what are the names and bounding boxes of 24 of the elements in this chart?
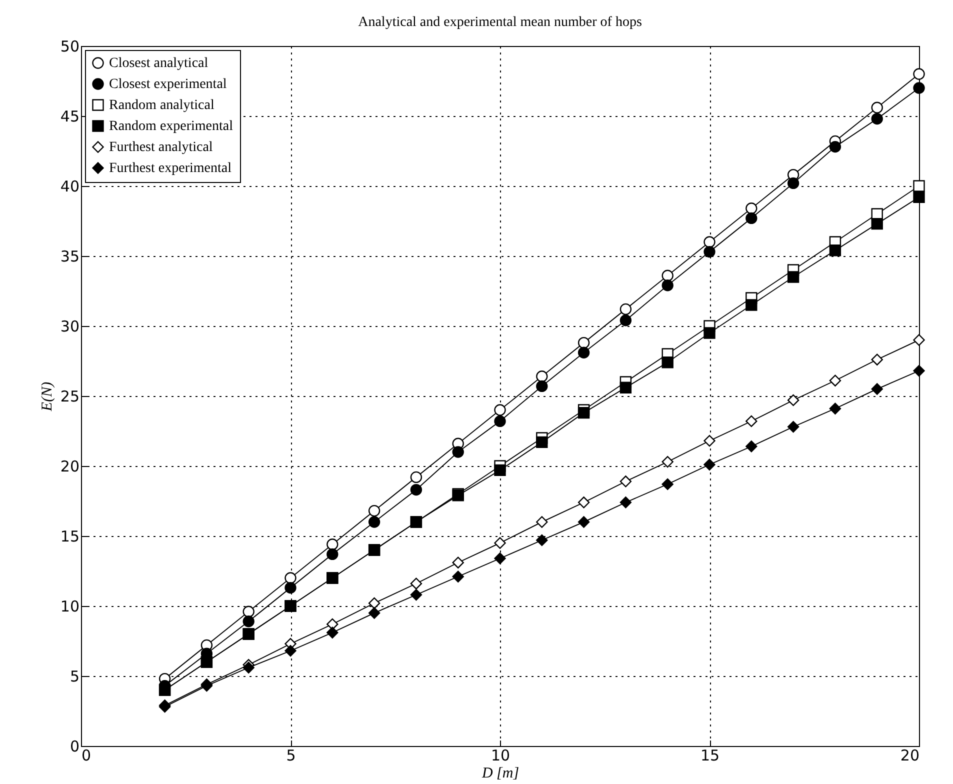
- y-axis-title: E(N): [39, 382, 56, 412]
- y-tick-label: 20: [60, 458, 80, 476]
- legend-label: Closest experimental: [109, 77, 227, 92]
- legend-label: Furthest experimental: [109, 161, 232, 176]
- x-tick-label: 15: [700, 746, 720, 764]
- y-tick-label: 30: [60, 318, 80, 336]
- chart-title: Analytical and experimental mean number of hops: [358, 15, 642, 30]
- y-tick-label: 40: [60, 178, 80, 196]
- y-tick-label: 10: [60, 598, 80, 616]
- legend-label: Random experimental: [109, 119, 234, 134]
- x-axis-title: D [m]: [480, 766, 520, 782]
- x-tick-label: 0: [82, 746, 92, 764]
- x-tick-label: 5: [286, 746, 296, 764]
- y-tick-label: 35: [60, 248, 80, 266]
- x-tick-label: 10: [490, 746, 510, 764]
- y-tick-label: 5: [70, 668, 80, 686]
- y-tick-label: 50: [60, 38, 80, 56]
- legend-label: Furthest analytical: [109, 140, 213, 155]
- y-tick-label: 25: [60, 388, 80, 406]
- legend-label: Random analytical: [109, 98, 214, 113]
- y-tick-label: 45: [60, 108, 80, 126]
- y-tick-label: 15: [60, 528, 80, 546]
- legend-label: Closest analytical: [109, 56, 208, 71]
- x-tick-label: 20: [900, 746, 920, 764]
